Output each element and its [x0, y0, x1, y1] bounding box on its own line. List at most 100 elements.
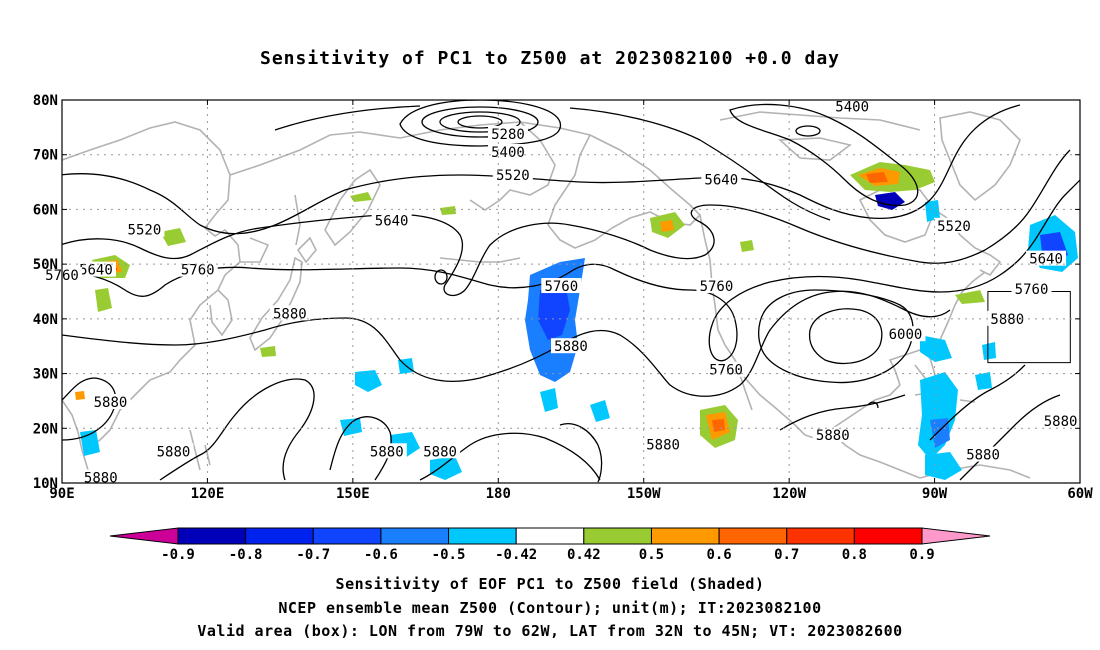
contour-label: 6000	[889, 327, 923, 343]
colorbar-low-extend	[109, 527, 179, 545]
contour-label-bg	[933, 217, 974, 233]
contour-label: 5760	[1015, 282, 1049, 298]
colorbar-label: 0.9	[909, 547, 934, 563]
negative-shading-patch	[875, 192, 905, 210]
contour-label: 5280	[491, 127, 525, 143]
colorbar-high-extend	[921, 527, 991, 545]
contour-label: 5760	[544, 279, 578, 295]
colorbar-swatch	[380, 527, 450, 545]
contour-label-bg	[371, 212, 412, 228]
colorbar-label: -0.6	[364, 547, 398, 563]
contour-label: 5880	[157, 444, 191, 460]
caption-contour: NCEP ensemble mean Z500 (Contour); unit(…	[278, 599, 822, 617]
positive-shading-patch	[440, 206, 456, 215]
contour-label-bg	[551, 338, 591, 354]
positive-shading-patch	[260, 346, 276, 357]
negative-shading-patch	[918, 372, 958, 460]
x-tick-label: 120W	[772, 486, 806, 502]
colorbar-label: 0.6	[706, 547, 731, 563]
contour-label-bg	[177, 261, 218, 277]
contour-label-bg	[487, 143, 528, 159]
grid-lines	[62, 100, 1080, 483]
negative-shading-patch	[920, 335, 952, 362]
colorbar-swatch	[650, 527, 720, 545]
colorbar-label: 0.5	[639, 547, 664, 563]
contour-label: 5400	[491, 145, 525, 161]
negative-shading-patch	[340, 418, 362, 436]
contour-label: 5880	[273, 306, 307, 322]
contour-label: 5400	[835, 100, 869, 116]
colorbar-label: 0.7	[774, 547, 799, 563]
colorbar-swatch	[853, 527, 923, 545]
contour-label: 5880	[423, 444, 457, 460]
contour-label-bg	[963, 446, 1004, 462]
colorbar-swatch	[583, 527, 652, 545]
colorbar-label: -0.5	[432, 547, 466, 563]
y-tick-label: 30N	[33, 367, 58, 383]
positive-shading-patch	[866, 172, 888, 183]
negative-shading-patch	[975, 372, 992, 390]
colorbar-swatch	[245, 527, 314, 545]
positive-shading-patch	[955, 290, 985, 304]
positive-shading-patch	[75, 391, 85, 400]
colorbar-swatch	[718, 527, 788, 545]
x-tick-label: 180	[486, 486, 511, 502]
contour-label: 5880	[990, 312, 1024, 328]
y-tick-label: 10N	[33, 476, 58, 492]
caption-valid-area: Valid area (box): LON from 79W to 62W, L…	[197, 622, 903, 640]
map-frame	[61, 99, 1081, 484]
negative-shading-patch	[538, 282, 570, 340]
y-tick-label: 40N	[33, 312, 58, 328]
x-tick-label: 120E	[191, 486, 225, 502]
contour-label-bg	[153, 443, 194, 459]
y-tick-label: 20N	[33, 421, 58, 437]
contour-label-bg	[643, 436, 684, 452]
colorbar-label: -0.8	[229, 547, 263, 563]
contour-label: 5880	[966, 448, 1000, 464]
contour-label: 5880	[94, 395, 128, 411]
contour-label: 5880	[370, 444, 404, 460]
x-tick-label: 60W	[1067, 486, 1093, 502]
y-tick-label: 80N	[33, 93, 58, 109]
x-tick-label: 150W	[627, 486, 661, 502]
contour-label-bg	[75, 261, 116, 277]
contour-label: 5640	[1029, 252, 1063, 268]
contour-label: 5520	[128, 223, 162, 239]
contour-label: 5880	[646, 438, 680, 454]
colorbar-label: -0.7	[296, 547, 330, 563]
negative-shading-patch	[540, 388, 558, 412]
negative-shading-patch	[925, 200, 940, 222]
contour-label-bg	[701, 171, 742, 187]
positive-shading-patch	[160, 228, 186, 246]
contour-label-bg	[832, 98, 873, 114]
contour-label-bg	[366, 443, 407, 459]
negative-shading-patch	[430, 456, 462, 480]
colorbar: -0.9 -0.8 -0.7 -0.6 -0.5 -0.42 0.42 0.5 0.6 0.7 0.…	[109, 527, 991, 563]
contour-label-bg	[80, 469, 121, 485]
contour-label: 5640	[704, 172, 738, 188]
colorbar-label: 0.42	[567, 547, 601, 563]
map-title: Sensitivity of PC1 to Z500 at 2023082100…	[259, 48, 840, 69]
contour-label-bg	[1026, 250, 1067, 266]
contour-label: 5640	[79, 263, 113, 279]
positive-shading-patch	[350, 192, 372, 202]
contour-label-bg	[812, 426, 853, 442]
contour-label: 5880	[816, 428, 850, 444]
contour-labels: 5280 5400 5400 5520 5520 5520 5640 5640 5640 5640…	[42, 98, 1081, 487]
negative-shading-patch	[925, 452, 962, 480]
colorbar-swatch	[312, 527, 382, 545]
contour-label: 5760	[700, 279, 734, 295]
x-tick-label: 90E	[49, 486, 74, 502]
contour-label-bg	[706, 361, 747, 377]
colorbar-swatch	[786, 527, 855, 545]
colorbar-label: -0.9	[161, 547, 195, 563]
negative-shading-patch	[355, 370, 382, 392]
colorbar-swatch	[515, 527, 585, 545]
positive-shading-patch	[740, 240, 754, 252]
contour-label-bg	[1011, 280, 1052, 296]
x-tick-label: 150E	[336, 486, 370, 502]
positive-shading-patch	[95, 288, 112, 312]
sensitivity-shading	[75, 162, 1078, 480]
contour-label: 5880	[1044, 414, 1078, 430]
